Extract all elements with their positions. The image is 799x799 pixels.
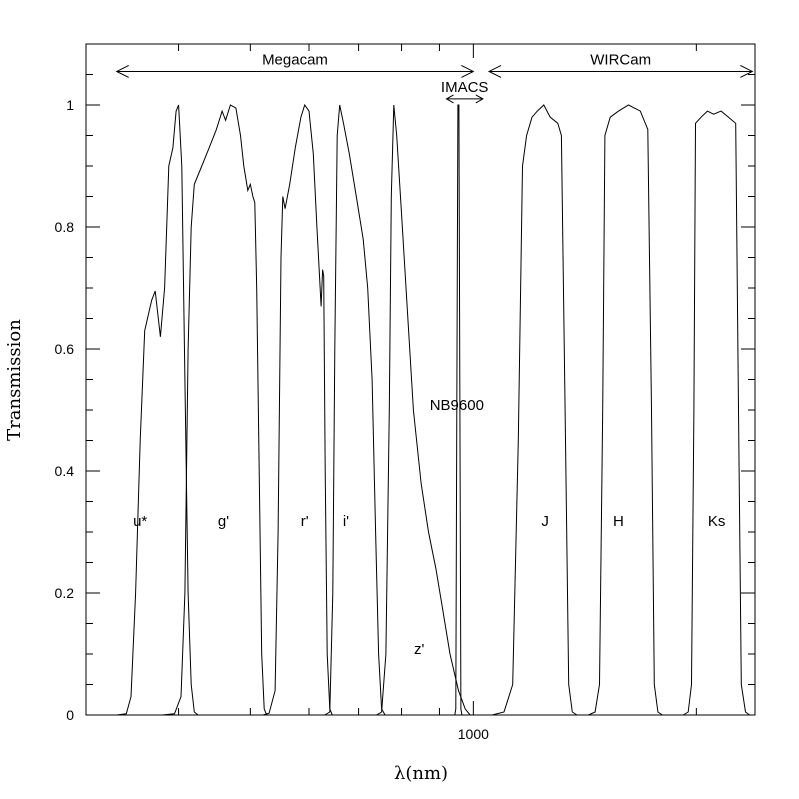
- instrument-label-0: Megacam: [262, 51, 328, 68]
- series-line-8: [682, 110, 750, 716]
- series-line-3: [324, 104, 386, 716]
- series-line-5: [454, 104, 463, 716]
- instrument-label-1: IMACS: [441, 79, 489, 96]
- arrow-head-right-0: [461, 65, 475, 78]
- ticks-layer: 0 0.2 0.4 0.6 0.8 1 1000: [55, 44, 755, 742]
- series-label-1: g': [218, 513, 229, 530]
- curves-layer: u* g' r' i' z' NB9600 J H Ks: [116, 103, 750, 716]
- y-tick-label-3: 0.6: [55, 341, 75, 357]
- plot-frame: [85, 43, 756, 716]
- series-line-7: [588, 104, 663, 716]
- series-label-6: J: [541, 513, 549, 530]
- series-label-5: NB9600: [430, 397, 484, 414]
- y-tick-label-5: 1: [66, 97, 74, 113]
- x-tick-label-0: 1000: [458, 726, 489, 742]
- series-label-4: z': [414, 641, 425, 658]
- series-line-6: [491, 104, 578, 716]
- series-label-3: i': [343, 513, 349, 530]
- y-tick-label-0: 0: [66, 707, 74, 723]
- series-line-1: [162, 104, 268, 716]
- series-line-0: [116, 104, 199, 716]
- y-tick-label-4: 0.8: [55, 219, 75, 235]
- arrow-head-left-0: [115, 65, 129, 78]
- y-tick-label-2: 0.4: [55, 463, 75, 479]
- arrow-head-right-2: [740, 65, 754, 78]
- series-label-2: r': [301, 513, 309, 530]
- arrow-head-left-2: [487, 65, 502, 78]
- annotations-layer: Megacam IMACS WIRCam: [115, 51, 754, 104]
- x-axis-label: λ(nm): [394, 763, 448, 784]
- arrow-head-left-1: [445, 94, 454, 104]
- series-line-4: [376, 104, 471, 716]
- series-label-8: Ks: [708, 513, 726, 530]
- series-label-7: H: [613, 513, 624, 530]
- series-label-0: u*: [133, 513, 147, 530]
- instrument-label-2: WIRCam: [590, 51, 651, 68]
- y-tick-label-1: 0.2: [55, 585, 75, 601]
- y-axis-label: Transmission: [4, 319, 25, 441]
- arrow-head-right-1: [475, 94, 484, 104]
- series-line-2: [262, 103, 333, 716]
